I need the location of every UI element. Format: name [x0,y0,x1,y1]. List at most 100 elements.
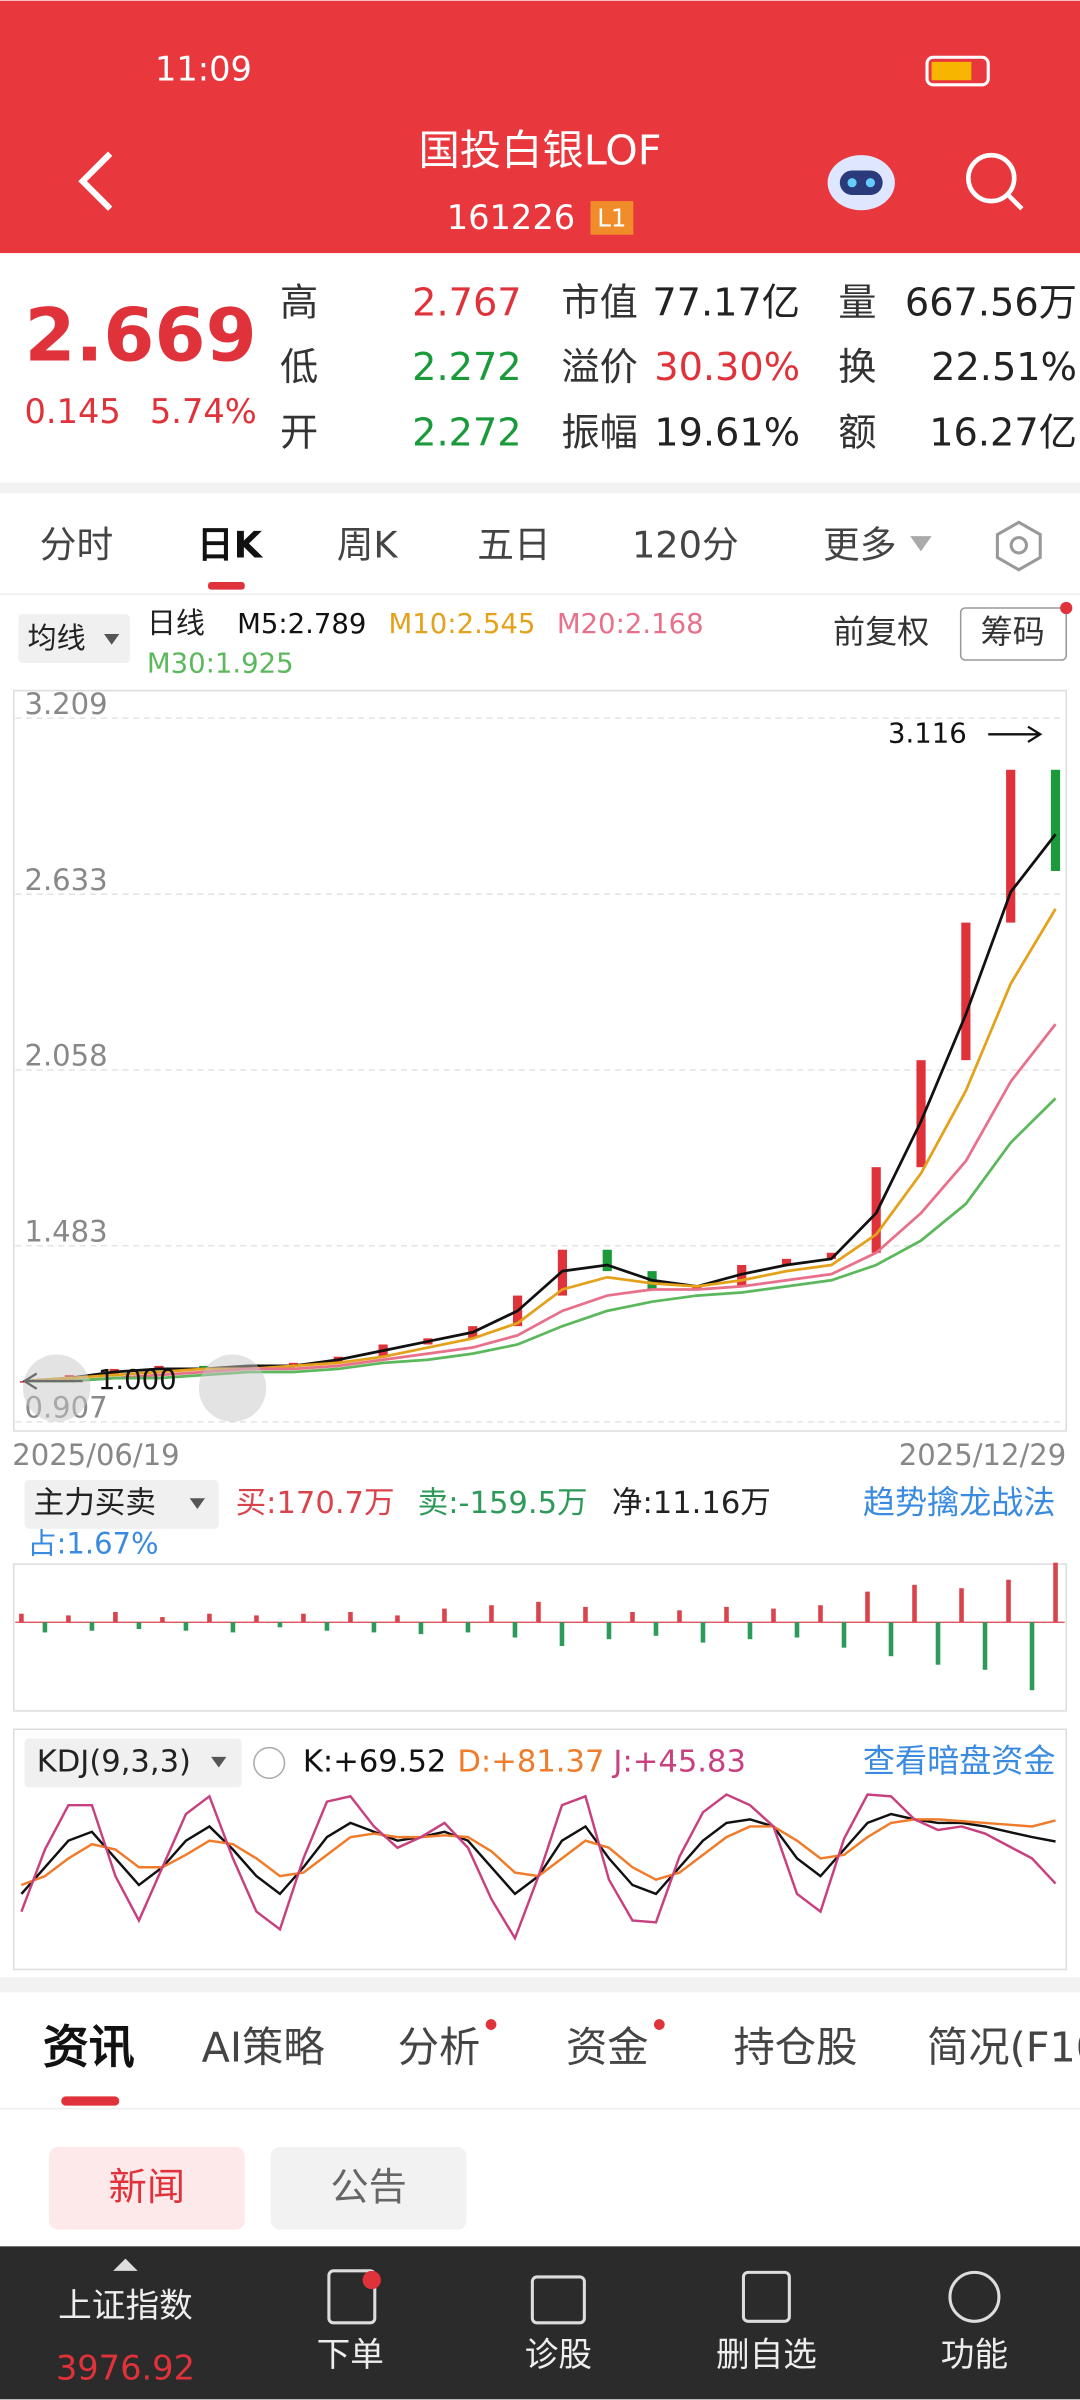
nav-item[interactable]: 删自选 [716,2335,817,2374]
ma-line [24,908,1057,1383]
ma-legend: M20:2.168 [557,608,704,640]
period-tab[interactable]: 日K [197,523,264,566]
y-tick-label: 3.209 [24,687,107,721]
period-tab[interactable]: 周K [337,523,399,566]
kline-frame [13,689,1067,1432]
candle [1006,769,1016,923]
ma-line [24,1097,1057,1383]
candle [826,1252,836,1259]
ma-toggle[interactable]: 均线 [28,621,86,655]
chip-button[interactable]: 筹码 [981,613,1045,651]
kdj-toggle[interactable]: KDJ(9,3,3) [37,1744,191,1779]
robot-icon[interactable] [827,155,895,211]
tab-indicator [61,2096,120,2106]
fullscreen-button[interactable] [198,1354,267,1422]
ma-line [24,1023,1057,1383]
ma-legend: M5:2.789 [237,608,366,640]
expand-arrow[interactable] [113,2258,138,2271]
nav-item[interactable]: 诊股 [525,2335,592,2374]
flow-bar [606,1622,612,1640]
search-button[interactable] [966,152,1024,211]
expand-button[interactable] [22,1354,91,1422]
info-tab[interactable]: 简况(F10) [927,2024,1080,2072]
candle [154,1365,164,1369]
kdj-toggle-bg[interactable] [24,1738,242,1788]
stock-code: 161226 [447,198,575,237]
index-value: 3976.92 [56,2349,195,2388]
flow-bar [559,1622,565,1647]
news-tab-bg[interactable] [48,2146,245,2230]
notice-dot [362,2270,381,2290]
flow-link[interactable]: 趋势擒龙战法 [863,1483,1056,1521]
flow-bar [888,1622,894,1657]
info-tab[interactable]: 分析 [398,2024,481,2072]
flow-bar [912,1584,917,1623]
help-icon[interactable] [253,1746,286,1780]
candle [737,1264,747,1287]
notice-dot [653,2019,665,2030]
candle [199,1365,209,1369]
badge-bg [590,201,634,235]
candle [961,922,971,1061]
info-tab[interactable]: 资讯 [43,2020,135,2074]
flow-bar [794,1622,800,1638]
diagnose-icon[interactable] [530,2275,586,2325]
flow-bar [747,1622,753,1640]
remove-icon[interactable] [741,2270,791,2323]
flow-bar [677,1610,682,1623]
flow-frame [13,1563,1067,1712]
ma-legend: M10:2.545 [389,608,536,640]
adjust-toggle[interactable]: 前复权 [833,613,929,651]
ma-line [24,833,1057,1383]
sub-tab[interactable]: 公告 [330,2166,406,2210]
period-tab[interactable]: 120分 [632,523,739,566]
period-tab[interactable]: 更多 [823,523,896,566]
nav-item[interactable]: 功能 [941,2335,1008,2374]
stat-value: 16.27亿 [929,412,1077,456]
stat-label: 溢价 [561,346,637,390]
index-name[interactable]: 上证指数 [58,2286,193,2325]
low-label: 1.000 [98,1364,177,1396]
flow-bar [653,1622,659,1636]
dropdown-arrow [910,536,932,552]
arrow [988,725,1043,743]
period-tab[interactable]: 分时 [40,523,113,566]
flow-bar [771,1608,776,1623]
nav-item[interactable]: 下单 [317,2335,384,2374]
flow-bar [959,1588,964,1623]
order-icon[interactable] [327,2269,377,2325]
kdj-line [20,1812,1056,1896]
flow-toggle-bg[interactable] [24,1479,219,1529]
chip-button-bg[interactable] [959,607,1067,661]
period-tab[interactable]: 五日 [477,523,550,566]
back-button[interactable] [78,151,113,211]
high-label: 3.116 [888,717,967,749]
ma-toggle-bg[interactable] [18,614,131,664]
info-tab[interactable]: AI策略 [202,2024,325,2072]
flow-bar [66,1615,71,1623]
kdj-link[interactable]: 查看暗盘资金 [863,1742,1056,1780]
notice-tab-bg[interactable] [270,2146,467,2230]
separator [0,482,1080,494]
flow-bar [160,1617,165,1623]
flow-bar [89,1622,95,1631]
stat-label: 开 [280,412,318,456]
notice-dot [1060,601,1073,615]
flow-bar [630,1612,635,1623]
header-bg [0,0,1080,254]
stat-label: 换 [838,346,876,390]
flow-bar [818,1605,823,1623]
stat-label: 市值 [561,282,637,326]
flow-buy: 买:170.7万 [236,1486,395,1521]
info-tab[interactable]: 持仓股 [734,2024,858,2072]
separator [0,1977,1080,1993]
function-icon[interactable] [948,2270,1001,2323]
flow-bar [207,1613,212,1623]
flow-bar [230,1622,236,1633]
flow-toggle[interactable]: 主力买卖 [34,1486,156,1521]
settings-button[interactable] [995,520,1042,572]
flow-bar [700,1622,706,1643]
info-tab[interactable]: 资金 [566,2024,649,2072]
sub-tab[interactable]: 新闻 [109,2166,185,2210]
